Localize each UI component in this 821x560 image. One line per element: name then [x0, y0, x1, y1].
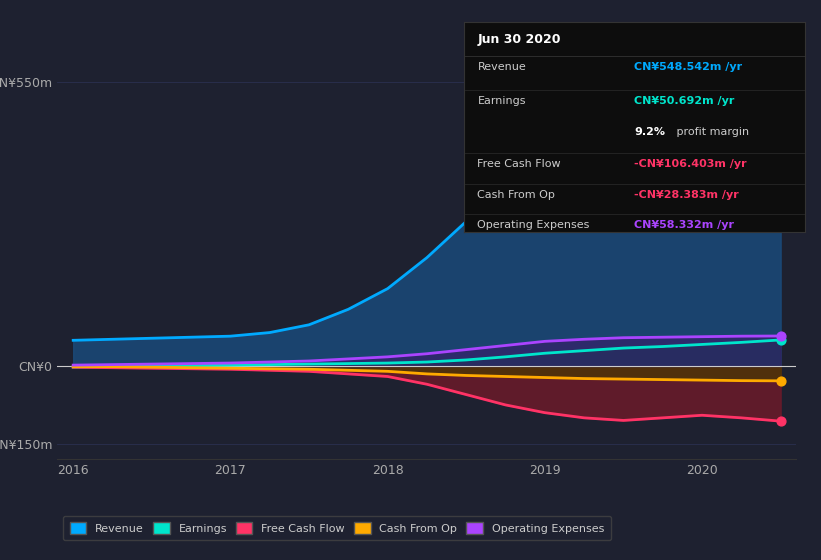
Text: CN¥548.542m /yr: CN¥548.542m /yr	[635, 62, 742, 72]
Text: Jun 30 2020: Jun 30 2020	[478, 33, 561, 46]
Text: CN¥58.332m /yr: CN¥58.332m /yr	[635, 220, 734, 230]
Point	[774, 376, 787, 385]
Text: Free Cash Flow: Free Cash Flow	[478, 159, 561, 169]
Point	[774, 335, 787, 344]
Text: 9.2%: 9.2%	[635, 128, 665, 137]
Text: -CN¥106.403m /yr: -CN¥106.403m /yr	[635, 159, 747, 169]
Text: -CN¥28.383m /yr: -CN¥28.383m /yr	[635, 190, 739, 200]
Point	[774, 78, 787, 87]
Point	[774, 332, 787, 340]
Text: Operating Expenses: Operating Expenses	[478, 220, 589, 230]
Point	[774, 417, 787, 426]
Text: profit margin: profit margin	[673, 128, 750, 137]
Text: Earnings: Earnings	[478, 96, 526, 106]
Text: CN¥50.692m /yr: CN¥50.692m /yr	[635, 96, 735, 106]
Text: Cash From Op: Cash From Op	[478, 190, 555, 200]
Legend: Revenue, Earnings, Free Cash Flow, Cash From Op, Operating Expenses: Revenue, Earnings, Free Cash Flow, Cash …	[63, 516, 611, 540]
Text: Revenue: Revenue	[478, 62, 526, 72]
